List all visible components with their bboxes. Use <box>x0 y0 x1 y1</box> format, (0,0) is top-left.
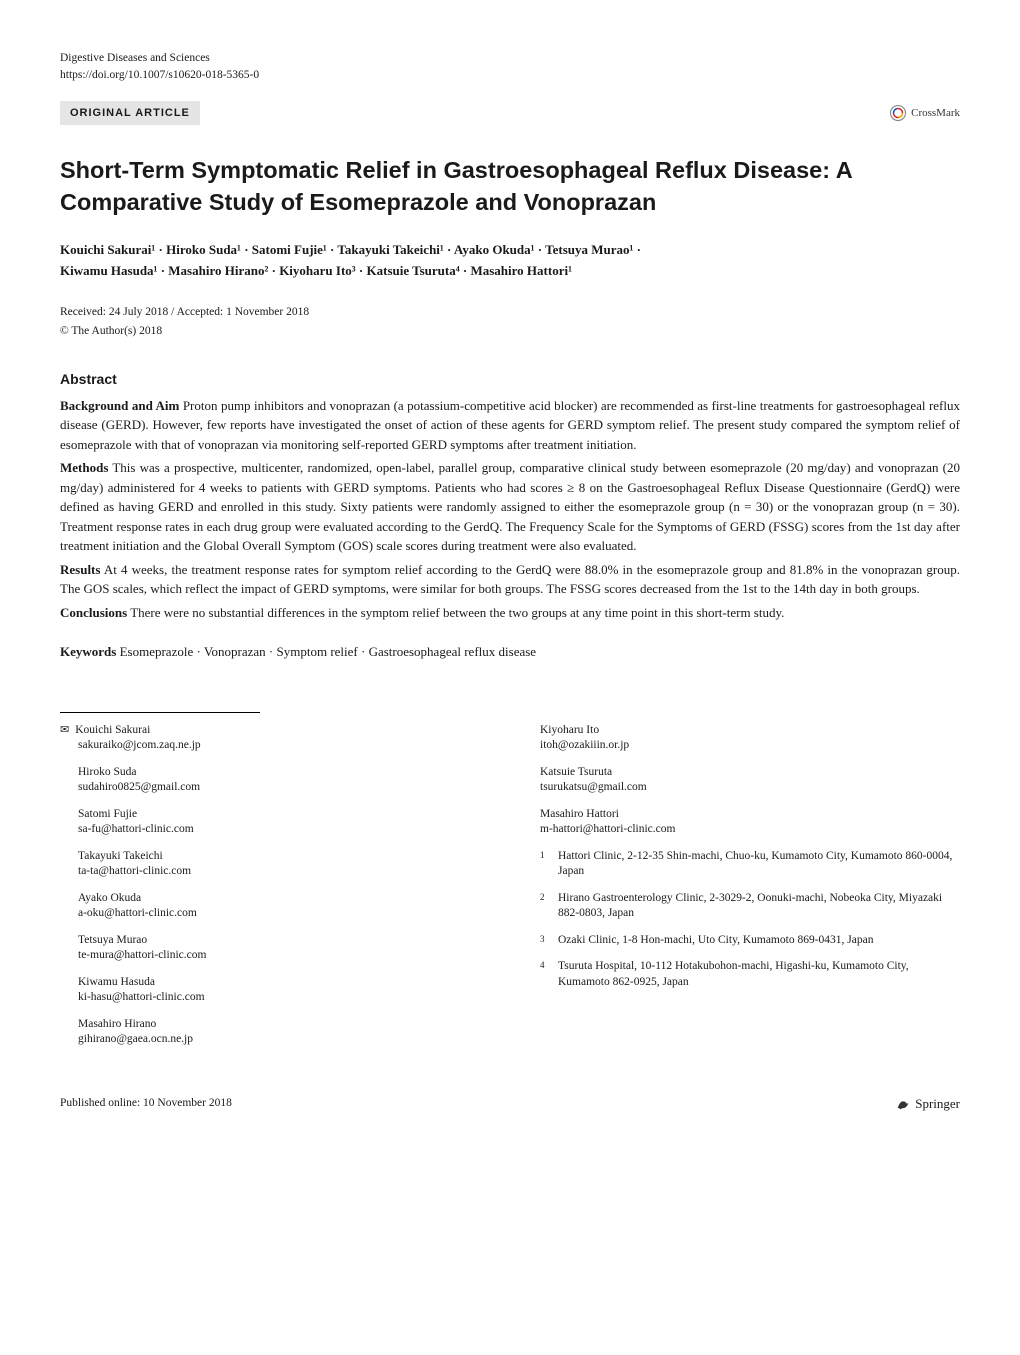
keywords-block: Keywords Esomeprazole · Vonoprazan · Sym… <box>60 642 960 662</box>
keywords-text: Esomeprazole · Vonoprazan · Symptom reli… <box>116 644 536 659</box>
affiliation-text: Hirano Gastroenterology Clinic, 2-3029-2… <box>558 891 960 922</box>
keywords-label: Keywords <box>60 644 116 659</box>
contact-email: sudahiro0825@gmail.com <box>78 780 480 796</box>
contact-email: ta-ta@hattori-clinic.com <box>78 864 480 880</box>
abstract-block: Abstract Background and Aim Proton pump … <box>60 369 960 623</box>
received-accepted-dates: Received: 24 July 2018 / Accepted: 1 Nov… <box>60 304 960 321</box>
contact-name: Masahiro Hattori <box>540 807 960 823</box>
contact-name: ✉Kouichi Sakurai <box>60 723 480 739</box>
crossmark-badge[interactable]: CrossMark <box>889 104 960 122</box>
author-contact: Kiyoharu Itoitoh@ozakiiin.or.jp <box>540 723 960 754</box>
abstract-background: Background and Aim Proton pump inhibitor… <box>60 396 960 455</box>
author-list: Kouichi Sakurai¹ · Hiroko Suda¹ · Satomi… <box>60 240 960 282</box>
contact-email: a-oku@hattori-clinic.com <box>78 906 480 922</box>
contact-name: Kiyoharu Ito <box>540 723 960 739</box>
author-contact: Hiroko Sudasudahiro0825@gmail.com <box>60 765 480 796</box>
author-contact: Takayuki Takeichita-ta@hattori-clinic.co… <box>60 849 480 880</box>
contact-email: tsurukatsu@gmail.com <box>540 780 960 796</box>
contact-name: Satomi Fujie <box>78 807 480 823</box>
contact-email: sa-fu@hattori-clinic.com <box>78 822 480 838</box>
crossmark-label: CrossMark <box>911 105 960 122</box>
publisher-name: Springer <box>915 1094 960 1114</box>
author-contact: Masahiro Hattorim-hattori@hattori-clinic… <box>540 807 960 838</box>
abstract-conclusions: Conclusions There were no substantial di… <box>60 603 960 623</box>
authors-line-2: Kiwamu Hasuda¹ · Masahiro Hirano² · Kiyo… <box>60 263 572 278</box>
abstract-results-label: Results <box>60 562 100 577</box>
abstract-results-text: At 4 weeks, the treatment response rates… <box>60 562 960 597</box>
contact-name: Hiroko Suda <box>78 765 480 781</box>
header-meta: Digestive Diseases and Sciences https://… <box>60 50 960 85</box>
affiliation: 4Tsuruta Hospital, 10-112 Hotakubohon-ma… <box>540 959 960 990</box>
affiliation-number: 2 <box>540 891 558 922</box>
contact-email: ki-hasu@hattori-clinic.com <box>78 990 480 1006</box>
journal-name-text: Digestive Diseases and Sciences <box>60 52 210 64</box>
affiliation-text: Ozaki Clinic, 1-8 Hon-machi, Uto City, K… <box>558 933 960 949</box>
right-column: Kiyoharu Itoitoh@ozakiiin.or.jp Katsuie T… <box>540 723 960 1059</box>
abstract-methods-text: This was a prospective, multicenter, ran… <box>60 460 960 553</box>
affiliation-number: 3 <box>540 933 558 949</box>
affiliation: 3Ozaki Clinic, 1-8 Hon-machi, Uto City, … <box>540 933 960 949</box>
contact-name: Katsuie Tsuruta <box>540 765 960 781</box>
article-type-row: ORIGINAL ARTICLE CrossMark <box>60 101 960 126</box>
contact-email: gihirano@gaea.ocn.ne.jp <box>78 1032 480 1048</box>
contact-name: Masahiro Hirano <box>78 1017 480 1033</box>
contact-email: m-hattori@hattori-clinic.com <box>540 822 960 838</box>
author-contact: Ayako Okudaa-oku@hattori-clinic.com <box>60 891 480 922</box>
author-contact: Katsuie Tsurutatsurukatsu@gmail.com <box>540 765 960 796</box>
journal-name: Digestive Diseases and Sciences https://… <box>60 50 259 85</box>
affiliation-number: 4 <box>540 959 558 990</box>
paper-title: Short-Term Symptomatic Relief in Gastroe… <box>60 155 960 218</box>
affiliation-number: 1 <box>540 849 558 880</box>
affiliation: 1Hattori Clinic, 2-12-35 Shin-machi, Chu… <box>540 849 960 880</box>
author-contact: Masahiro Hiranogihirano@gaea.ocn.ne.jp <box>60 1017 480 1048</box>
affiliation-text: Hattori Clinic, 2-12-35 Shin-machi, Chuo… <box>558 849 960 880</box>
contact-email: itoh@ozakiiin.or.jp <box>540 738 960 754</box>
left-contact-column: ✉Kouichi Sakuraisakuraiko@jcom.zaq.ne.jp… <box>60 723 480 1059</box>
contact-email: sakuraiko@jcom.zaq.ne.jp <box>60 738 480 754</box>
author-contact: Satomi Fujiesa-fu@hattori-clinic.com <box>60 807 480 838</box>
abstract-background-label: Background and Aim <box>60 398 179 413</box>
author-info-columns: ✉Kouichi Sakuraisakuraiko@jcom.zaq.ne.jp… <box>60 723 960 1059</box>
page-footer: Published online: 10 November 2018 Sprin… <box>60 1094 960 1114</box>
contact-name: Kiwamu Hasuda <box>78 975 480 991</box>
publisher-badge: Springer <box>895 1094 960 1114</box>
abstract-methods: Methods This was a prospective, multicen… <box>60 458 960 556</box>
abstract-conclusions-label: Conclusions <box>60 605 127 620</box>
doi-text: https://doi.org/10.1007/s10620-018-5365-… <box>60 69 259 81</box>
contact-name: Takayuki Takeichi <box>78 849 480 865</box>
abstract-heading: Abstract <box>60 369 960 390</box>
abstract-methods-label: Methods <box>60 460 108 475</box>
abstract-results: Results At 4 weeks, the treatment respon… <box>60 560 960 599</box>
contact-name: Ayako Okuda <box>78 891 480 907</box>
footer-divider <box>60 712 260 713</box>
affiliation: 2Hirano Gastroenterology Clinic, 2-3029-… <box>540 891 960 922</box>
abstract-conclusions-text: There were no substantial differences in… <box>127 605 784 620</box>
author-contact: ✉Kouichi Sakuraisakuraiko@jcom.zaq.ne.jp <box>60 723 480 754</box>
author-contact: Tetsuya Muraote-mura@hattori-clinic.com <box>60 933 480 964</box>
envelope-icon: ✉ <box>60 723 69 739</box>
author-contact: Kiwamu Hasudaki-hasu@hattori-clinic.com <box>60 975 480 1006</box>
crossmark-icon <box>889 104 907 122</box>
springer-horse-icon <box>895 1096 911 1112</box>
copyright-line: © The Author(s) 2018 <box>60 323 960 340</box>
authors-line-1: Kouichi Sakurai¹ · Hiroko Suda¹ · Satomi… <box>60 242 641 257</box>
article-type-badge: ORIGINAL ARTICLE <box>60 101 200 126</box>
contact-name: Tetsuya Murao <box>78 933 480 949</box>
abstract-background-text: Proton pump inhibitors and vonoprazan (a… <box>60 398 960 452</box>
affiliation-text: Tsuruta Hospital, 10-112 Hotakubohon-mac… <box>558 959 960 990</box>
contact-email: te-mura@hattori-clinic.com <box>78 948 480 964</box>
published-online: Published online: 10 November 2018 <box>60 1095 232 1112</box>
